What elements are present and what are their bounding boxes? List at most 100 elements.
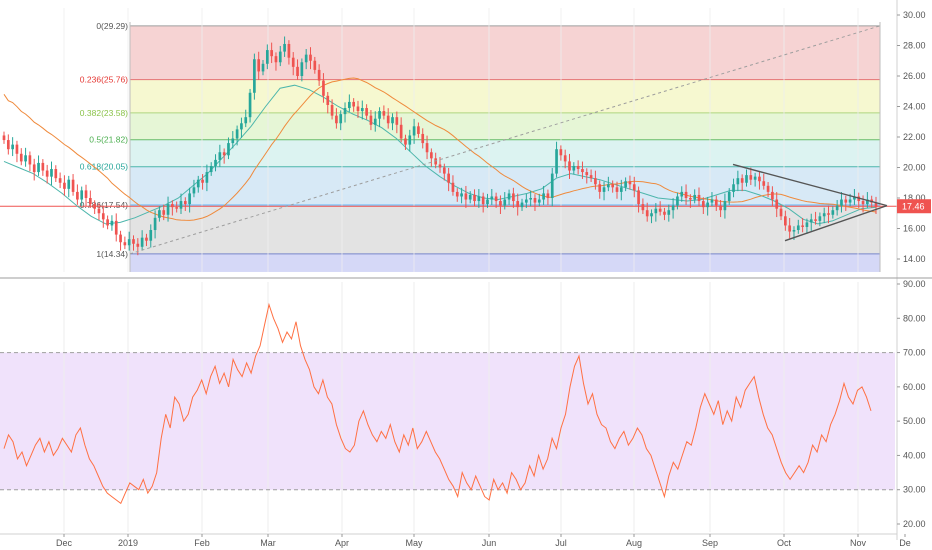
candle-body xyxy=(257,59,261,72)
oscillator-axis[interactable]: 90.00 80.00 70.00 60.00 50.00 40.00 30.00 20.00 xyxy=(897,279,926,529)
oscillator-axis-label: 50.00 xyxy=(903,416,926,426)
fib-band xyxy=(130,253,880,272)
candle xyxy=(594,170,597,190)
candle-body xyxy=(507,193,511,200)
candle-body xyxy=(771,191,774,200)
candle xyxy=(192,179,196,198)
price-axis-label: 28.00 xyxy=(903,41,926,51)
price-tag-icon[interactable]: 17.46 xyxy=(897,199,931,214)
candle-body xyxy=(451,182,455,192)
candle-body xyxy=(395,117,399,125)
candle-body xyxy=(373,118,377,125)
candle xyxy=(840,192,843,213)
candle xyxy=(80,186,84,207)
candle xyxy=(196,175,200,193)
candle xyxy=(265,44,269,70)
price-axis-label: 30.00 xyxy=(903,10,926,20)
candle-body xyxy=(93,204,96,209)
candle xyxy=(563,149,567,169)
candle-body xyxy=(140,237,144,247)
time-axis-label: Oct xyxy=(777,538,792,548)
time-axis-label: Dec xyxy=(56,538,73,548)
candle-body xyxy=(723,201,727,211)
candle-body xyxy=(339,114,343,124)
candle xyxy=(330,99,334,120)
candle xyxy=(486,193,489,208)
price-axis-label: 18.00 xyxy=(903,193,926,203)
last-price-tag xyxy=(897,199,931,214)
candle-body xyxy=(76,191,79,200)
candle-body xyxy=(369,115,373,125)
candle-body xyxy=(563,155,567,162)
candle xyxy=(516,193,520,216)
candle-body xyxy=(576,165,580,170)
candle xyxy=(481,192,485,213)
candle-body xyxy=(766,185,770,192)
candle-body xyxy=(779,208,783,217)
candle-body xyxy=(136,243,140,247)
candle-body xyxy=(430,152,433,159)
candle xyxy=(97,203,101,221)
candle-body xyxy=(468,194,472,200)
candle xyxy=(408,129,412,152)
candle xyxy=(231,131,235,149)
candle xyxy=(240,117,243,138)
candle-body xyxy=(611,184,615,188)
candle-body xyxy=(278,51,282,63)
candle-body xyxy=(719,205,722,211)
time-axis[interactable]: Dec 2019 Feb Mar Apr May Jun Jul Aug Sep Oct Nov De xyxy=(0,533,911,548)
candle xyxy=(447,167,450,192)
candle xyxy=(218,144,222,167)
candle xyxy=(19,148,23,166)
time-axis-label: Feb xyxy=(194,538,210,548)
candle xyxy=(54,165,58,182)
candle xyxy=(788,217,792,239)
candle-body xyxy=(727,191,731,202)
fib-trend-dashed-line xyxy=(129,25,881,255)
time-axis-label: Apr xyxy=(335,538,349,548)
candle xyxy=(740,174,744,192)
candle xyxy=(736,170,740,192)
price-axis[interactable]: 30.00 28.00 26.00 24.00 22.00 20.00 18.00 16.00… xyxy=(896,0,931,540)
oscillator-axis-label: 40.00 xyxy=(903,450,926,460)
candle-body xyxy=(132,239,135,244)
candle-body xyxy=(684,191,688,198)
candle xyxy=(546,189,550,205)
candle-body xyxy=(550,173,554,198)
candle-body xyxy=(745,175,748,183)
candle-body xyxy=(689,198,692,200)
candle xyxy=(542,185,545,205)
triangle-upper-trendline xyxy=(732,163,888,207)
candle xyxy=(581,161,584,179)
candle-body xyxy=(628,181,632,185)
candle xyxy=(93,200,96,215)
candle xyxy=(352,98,356,112)
candle-body xyxy=(201,179,204,183)
fibonacci-retracement[interactable]: 0(29.29) 0.236(25.76) 0.382(23.58) 0.5(21.8… xyxy=(80,21,881,272)
drawings[interactable] xyxy=(129,25,888,255)
candle-body xyxy=(291,57,295,67)
candle xyxy=(611,180,615,193)
candle-body xyxy=(365,108,368,116)
fib-level-label: 0.5(21.82) xyxy=(89,135,128,145)
candle xyxy=(796,219,800,234)
candle xyxy=(455,188,459,202)
price-axis-label: 24.00 xyxy=(903,102,926,112)
candle-body xyxy=(680,191,684,197)
candle xyxy=(710,192,714,207)
candle xyxy=(175,201,179,213)
candle-body xyxy=(615,187,619,192)
candle-body xyxy=(732,184,735,192)
candle-body xyxy=(796,225,800,231)
candle-body xyxy=(231,138,235,144)
candle xyxy=(861,195,865,213)
time-axis-label: Jun xyxy=(482,538,497,548)
candle xyxy=(11,137,14,157)
candle-body xyxy=(110,220,114,226)
candle-body xyxy=(848,199,852,203)
moving-average-slow xyxy=(3,77,877,221)
candle xyxy=(261,59,265,76)
candle xyxy=(809,213,813,231)
candle-body xyxy=(408,135,412,145)
candle-body xyxy=(274,56,278,63)
